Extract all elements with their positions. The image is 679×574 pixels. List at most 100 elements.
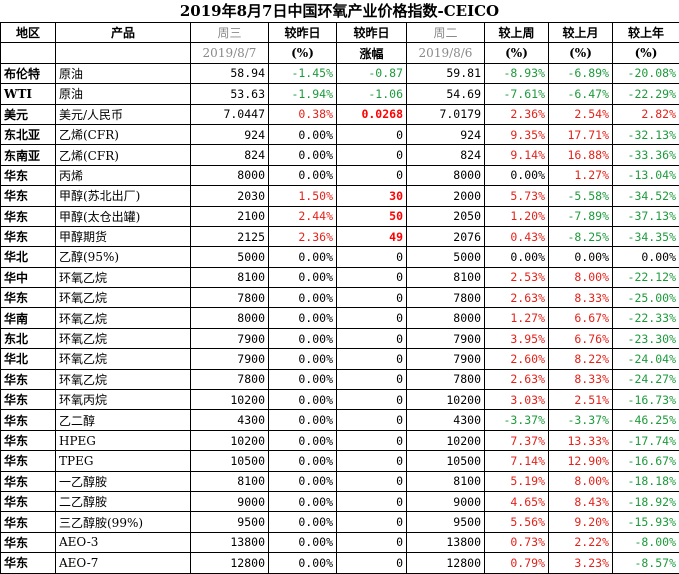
cell-wow-pct: 9.14%	[485, 145, 549, 165]
cell-yoy-pct: -8.00%	[613, 532, 679, 552]
cell-yoy-pct: -18.18%	[613, 471, 679, 491]
cell-mom-pct: 6.67%	[549, 308, 613, 328]
cell-dod-pct: 2.36%	[269, 226, 337, 246]
cell-dod-change: 0	[337, 267, 407, 287]
cell-price-today: 2125	[191, 226, 269, 246]
cell-wow-pct: 0.00%	[485, 165, 549, 185]
cell-mom-pct: 3.23%	[549, 553, 613, 573]
cell-region: 华东	[1, 165, 56, 185]
cell-dod-change: 49	[337, 226, 407, 246]
cell-region: 东北亚	[1, 124, 56, 144]
cell-region: 华中	[1, 267, 56, 287]
col-subheader-region	[1, 43, 56, 63]
cell-mom-pct: -8.25%	[549, 226, 613, 246]
cell-product: 原油	[56, 63, 191, 83]
cell-price-prev: 8000	[407, 308, 485, 328]
cell-wow-pct: -8.93%	[485, 63, 549, 83]
cell-region: 东北	[1, 328, 56, 348]
cell-dod-change: 30	[337, 186, 407, 206]
cell-price-today: 7800	[191, 288, 269, 308]
cell-wow-pct: -7.61%	[485, 84, 549, 104]
cell-price-today: 824	[191, 145, 269, 165]
col-subheader-date-prev: 2019/8/6	[407, 43, 485, 63]
cell-dod-pct: 0.00%	[269, 328, 337, 348]
cell-yoy-pct: -22.33%	[613, 308, 679, 328]
price-index-table: 地区 产品 周三 较昨日 较昨日 周二 较上周 较上月 较上年 2019/8/7…	[0, 22, 679, 574]
cell-region: 华东	[1, 532, 56, 552]
cell-dod-pct: 0.00%	[269, 165, 337, 185]
cell-dod-pct: 0.00%	[269, 145, 337, 165]
cell-yoy-pct: 0.00%	[613, 247, 679, 267]
cell-price-today: 8100	[191, 267, 269, 287]
cell-region: 华东	[1, 491, 56, 511]
cell-product: 环氧乙烷	[56, 308, 191, 328]
cell-mom-pct: 2.22%	[549, 532, 613, 552]
cell-price-prev: 10200	[407, 390, 485, 410]
cell-price-prev: 7800	[407, 369, 485, 389]
col-header-dod-chg: 较昨日	[337, 23, 407, 43]
cell-price-prev: 7.0179	[407, 104, 485, 124]
cell-region: 美元	[1, 104, 56, 124]
cell-dod-pct: 0.00%	[269, 553, 337, 573]
cell-dod-pct: 0.00%	[269, 471, 337, 491]
cell-wow-pct: -3.37%	[485, 410, 549, 430]
cell-price-prev: 2000	[407, 186, 485, 206]
cell-region: 华东	[1, 206, 56, 226]
cell-region: 华东	[1, 553, 56, 573]
cell-product: 一乙醇胺	[56, 471, 191, 491]
cell-price-prev: 824	[407, 145, 485, 165]
cell-mom-pct: 6.76%	[549, 328, 613, 348]
col-subheader-yoy: (%)	[613, 43, 679, 63]
cell-dod-pct: -1.45%	[269, 63, 337, 83]
cell-wow-pct: 2.63%	[485, 288, 549, 308]
cell-mom-pct: 12.90%	[549, 451, 613, 471]
cell-mom-pct: 8.00%	[549, 267, 613, 287]
cell-mom-pct: 8.22%	[549, 349, 613, 369]
cell-region: 布伦特	[1, 63, 56, 83]
cell-product: AEO-7	[56, 553, 191, 573]
cell-region: 华东	[1, 390, 56, 410]
cell-dod-change: 0	[337, 553, 407, 573]
cell-product: 美元/人民币	[56, 104, 191, 124]
cell-region: 华东	[1, 369, 56, 389]
page-title: 2019年8月7日中国环氧产业价格指数-CEICO	[0, 0, 679, 22]
cell-price-today: 2100	[191, 206, 269, 226]
cell-dod-change: 0	[337, 491, 407, 511]
cell-price-prev: 2050	[407, 206, 485, 226]
cell-dod-pct: 0.00%	[269, 451, 337, 471]
cell-price-today: 10200	[191, 430, 269, 450]
cell-dod-change: 0	[337, 532, 407, 552]
cell-price-today: 2030	[191, 186, 269, 206]
cell-region: 华东	[1, 451, 56, 471]
cell-wow-pct: 2.53%	[485, 267, 549, 287]
cell-price-prev: 4300	[407, 410, 485, 430]
cell-dod-change: 0	[337, 451, 407, 471]
cell-yoy-pct: -34.35%	[613, 226, 679, 246]
col-header-wed: 周三	[191, 23, 269, 43]
cell-product: 乙烯(CFR)	[56, 145, 191, 165]
cell-mom-pct: -7.89%	[549, 206, 613, 226]
col-header-wow: 较上周	[485, 23, 549, 43]
cell-product: 三乙醇胺(99%)	[56, 512, 191, 532]
cell-dod-pct: 0.00%	[269, 390, 337, 410]
cell-price-prev: 2076	[407, 226, 485, 246]
cell-wow-pct: 0.79%	[485, 553, 549, 573]
cell-mom-pct: 8.33%	[549, 288, 613, 308]
cell-price-today: 10200	[191, 390, 269, 410]
cell-dod-change: 0	[337, 247, 407, 267]
cell-price-today: 13800	[191, 532, 269, 552]
cell-dod-change: 0	[337, 410, 407, 430]
cell-yoy-pct: -33.36%	[613, 145, 679, 165]
cell-region: 华北	[1, 349, 56, 369]
